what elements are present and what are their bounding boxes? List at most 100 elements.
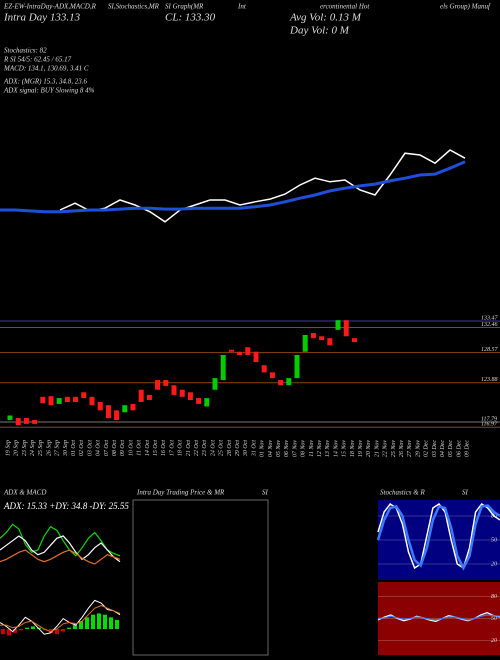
x-tick-label: 09 Oct (120, 440, 126, 456)
series-line (59, 149, 466, 223)
candle (105, 405, 111, 419)
candle (114, 410, 120, 421)
series-line (0, 599, 121, 635)
x-tick-label: 11 Oct (137, 440, 143, 456)
histogram-bar (79, 621, 83, 629)
day-price: Intra Day 133.13 (3, 12, 81, 24)
x-tick-label: 03 Oct (87, 440, 93, 456)
x-tick-label: 22 Nov (383, 440, 389, 458)
candle (7, 415, 13, 421)
panel-title: ADX & MACD (3, 489, 46, 497)
histogram-bar (115, 619, 119, 629)
candle (122, 405, 128, 413)
x-tick-label: 13 Nov (325, 440, 331, 458)
level-label: 133.47 (481, 314, 499, 321)
histogram-bar (55, 629, 59, 635)
x-tick-label: 02 Oct (79, 440, 85, 456)
candle (89, 396, 95, 406)
candle (155, 380, 161, 390)
x-tick-label: 26 Nov (399, 440, 405, 458)
candle (32, 420, 38, 424)
x-tick-label: 23 Oct (202, 440, 208, 456)
x-tick-label: 26 Sep (46, 440, 52, 456)
close-price: CL: 133.30 (165, 12, 216, 24)
candle (48, 396, 54, 406)
x-tick-label: 11 Nov (309, 440, 315, 457)
level-label: 117.79 (481, 416, 497, 422)
header-text: Int (237, 3, 247, 11)
histogram-bar (25, 627, 29, 629)
header-text: ercontinental Hot (320, 3, 370, 11)
candle (212, 378, 218, 390)
series-line (0, 523, 121, 557)
candle (253, 351, 259, 363)
header-text: EZ-EW-IntraDay-ADX,MACD,R (3, 3, 97, 11)
histogram-bar (103, 614, 107, 629)
candle (163, 380, 169, 386)
info-line: MACD: 134.1, 130.69, 3.41 C (3, 65, 89, 73)
series-line (377, 614, 500, 621)
series-line (0, 549, 121, 565)
level-label: 123.88 (481, 377, 498, 383)
x-tick-label: 01 Oct (71, 440, 77, 456)
candle (187, 392, 193, 401)
candle (138, 389, 144, 402)
info-line: ADX signal: BUY Slowing 8 4% (3, 87, 95, 95)
x-tick-label: 19 Nov (358, 440, 364, 458)
day-vol: Day Vol: 0 M (289, 25, 350, 37)
x-tick-label: 21 Nov (374, 440, 380, 458)
panel-title: Stochastics & R (380, 489, 425, 497)
x-tick-label: 06 Nov (284, 440, 290, 458)
x-tick-label: 18 Nov (350, 440, 356, 458)
x-tick-label: 29 Nov (415, 440, 421, 458)
x-tick-label: 12 Nov (317, 440, 323, 458)
y-tick-label: 50 (491, 537, 497, 543)
candle (179, 389, 185, 397)
candle (228, 349, 234, 352)
x-tick-label: 22 Oct (194, 440, 200, 456)
candle (73, 396, 79, 402)
x-tick-label: 10 Oct (128, 440, 134, 456)
candle (351, 338, 357, 343)
candle (319, 336, 325, 341)
x-tick-label: 04 Oct (95, 440, 102, 456)
x-tick-label: 18 Oct (178, 440, 184, 456)
histogram-bar (19, 629, 23, 631)
x-tick-label: 25 Nov (391, 440, 397, 458)
series-line (0, 160, 466, 214)
histogram-bar (61, 629, 65, 632)
candle (294, 354, 300, 379)
series-line (0, 605, 121, 633)
histogram-bar (97, 613, 101, 629)
candle (146, 394, 152, 401)
x-tick-label: 14 Oct (144, 440, 151, 456)
candle (245, 347, 251, 355)
candle (130, 403, 136, 411)
candle (237, 351, 243, 355)
x-tick-label: 02 Dec (424, 440, 430, 457)
x-tick-label: 15 Oct (153, 440, 159, 456)
candle (220, 354, 226, 381)
panel-title: SI (462, 489, 469, 497)
x-tick-label: 27 Nov (407, 440, 413, 458)
x-tick-label: 07 Nov (292, 440, 298, 458)
x-tick-label: 24 Oct (209, 440, 216, 456)
x-tick-label: 05 Nov (276, 440, 282, 458)
histogram-bar (7, 629, 11, 636)
candle (302, 334, 308, 352)
info-line: Stochastics: 82 (4, 47, 47, 55)
candle (204, 398, 210, 407)
candle (171, 385, 177, 395)
header-text: SI,Stochastics,MR (108, 3, 160, 11)
histogram-bar (1, 629, 5, 635)
histogram-bar (67, 627, 71, 629)
info-line: R SI 54/5: 62.45 / 65.17 (3, 56, 72, 64)
level-label: 116.97 (481, 422, 498, 428)
x-tick-label: 07 Oct (104, 440, 110, 456)
histogram-bar (91, 614, 95, 629)
x-tick-label: 25 Sep (38, 440, 44, 456)
series-line (0, 535, 121, 563)
y-tick-label: 20 (491, 638, 497, 644)
x-tick-label: 27 Sep (55, 440, 61, 456)
